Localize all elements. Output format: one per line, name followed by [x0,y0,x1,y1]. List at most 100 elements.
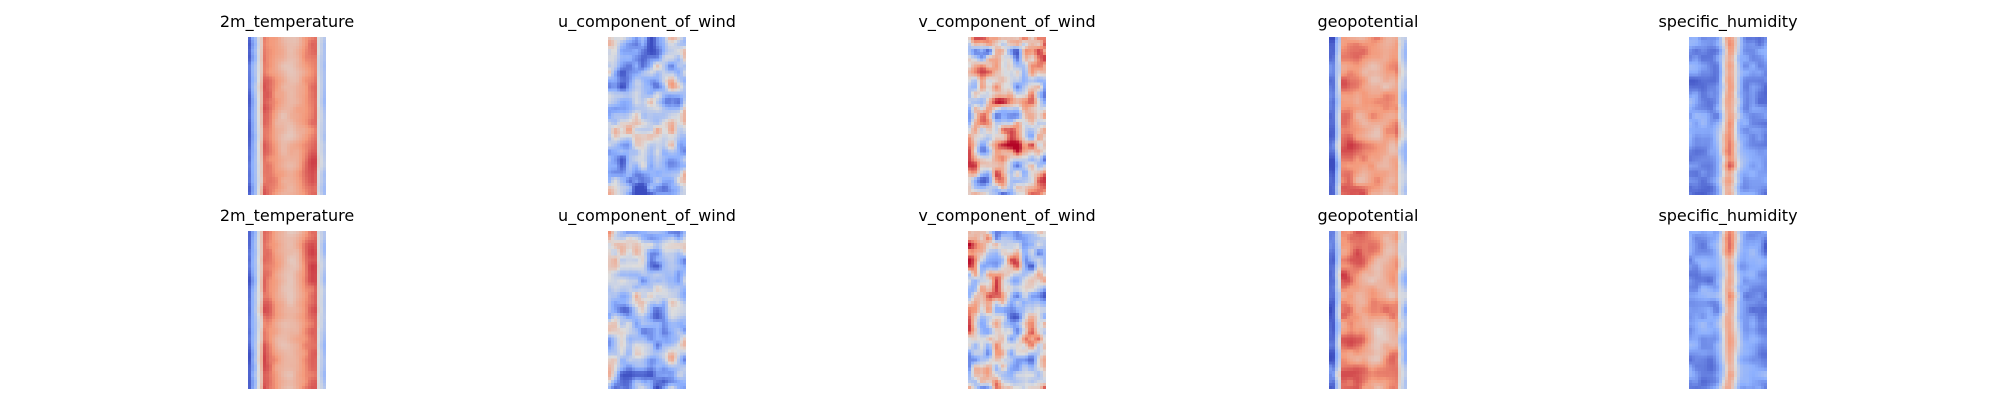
heatmap-cell [617,94,621,98]
heatmap-cell [278,164,282,168]
heatmap-cell [677,91,681,95]
heatmap-cell [1371,40,1375,44]
heatmap-cell [650,179,654,183]
heatmap-cell [275,188,279,193]
heatmap-cell [1013,161,1017,165]
heatmap-cell [653,191,657,195]
heatmap-cell [1329,119,1333,123]
heatmap-cell [248,94,252,98]
heatmap-cell [974,82,978,86]
heatmap-cell [260,91,264,95]
heatmap-cell [608,103,612,107]
heatmap-cell [1022,100,1026,104]
heatmap-cell [1380,88,1384,92]
heatmap-cell [1353,43,1357,47]
heatmap-cell [1043,88,1046,92]
heatmap-cell [1338,43,1342,47]
heatmap-cell [260,82,264,86]
heatmap-cell [257,103,261,107]
heatmap-cell [608,76,612,80]
heatmap-cell [1031,158,1035,162]
heatmap-cell [1332,125,1336,129]
heatmap-cell [1362,88,1366,92]
heatmap-cell [1028,46,1032,50]
heatmap-cell [1377,109,1381,114]
heatmap-cell [1335,134,1339,138]
heatmap-cell [1001,122,1005,126]
heatmap-cell [680,152,684,156]
heatmap-cell [290,161,294,165]
heatmap-cell [284,55,288,59]
heatmap-cell [257,188,261,193]
heatmap-cell [1356,106,1360,110]
heatmap-cell [665,79,669,83]
heatmap-cell [620,73,624,77]
heatmap-cell [287,37,291,41]
heatmap-cell [974,149,978,153]
heatmap-cell [1001,119,1005,123]
heatmap-cell [263,43,267,47]
heatmap-cell [1353,97,1357,101]
heatmap-cell [659,134,663,138]
heatmap-cell [1389,116,1393,120]
heatmap-cell [260,94,264,98]
heatmap-cell [254,46,258,50]
heatmap-cell [1043,70,1046,74]
heatmap-cell [302,112,306,117]
heatmap-cell [311,64,315,68]
heatmap-cell [989,164,993,168]
heatmap-cell [1028,155,1032,159]
heatmap-cell [1034,131,1038,135]
heatmap-cell [992,37,996,41]
heatmap-cell [1031,100,1035,104]
heatmap-cell [980,146,984,150]
heatmap-cell [998,116,1002,120]
heatmap-cell [260,152,264,156]
heatmap-cell [1031,73,1035,77]
heatmap-cell [305,143,309,147]
heatmap-cell [251,164,255,168]
heatmap-cell [1347,122,1351,126]
heatmap-cell [650,46,654,50]
heatmap-cell [1374,143,1378,147]
heatmap-cell [1347,128,1351,132]
heatmap-cell [1004,58,1008,62]
heatmap-cell [260,158,264,162]
heatmap-cell [998,73,1002,77]
heatmap-cell [1368,134,1372,138]
heatmap-cell [1344,46,1348,50]
heatmap-cell [1398,91,1402,95]
heatmap-cell [299,116,303,120]
heatmap-cell [314,125,318,129]
heatmap-cell [677,64,681,68]
heatmap-cell [296,46,300,50]
heatmap-cell [1374,52,1378,56]
heatmap-cell [968,76,972,80]
heatmap-cell [1007,116,1011,120]
heatmap-cell [1025,134,1029,138]
heatmap-cell [623,64,627,68]
heatmap-cell [302,152,306,156]
heatmap-cell [266,116,270,120]
heatmap-cell [293,155,297,159]
heatmap-cell [632,164,636,168]
heatmap-cell [1010,164,1014,168]
heatmap-cell [1350,137,1354,141]
heatmap-cell [611,143,615,147]
heatmap-cell [659,52,663,56]
heatmap-cell [1025,179,1029,183]
heatmap-cell [299,146,303,150]
heatmap-cell [665,128,669,132]
heatmap-cell [665,173,669,177]
heatmap-cell [992,67,996,71]
heatmap-cell [665,46,669,50]
heatmap-cell [623,94,627,98]
heatmap-cell [314,191,318,195]
heatmap-cell [257,100,261,104]
heatmap-cell [302,167,306,171]
heatmap-cell [980,67,984,71]
heatmap-cell [248,52,252,56]
heatmap-cell [1031,79,1035,83]
heatmap-cell [323,70,326,74]
heatmap-cell [662,64,666,68]
